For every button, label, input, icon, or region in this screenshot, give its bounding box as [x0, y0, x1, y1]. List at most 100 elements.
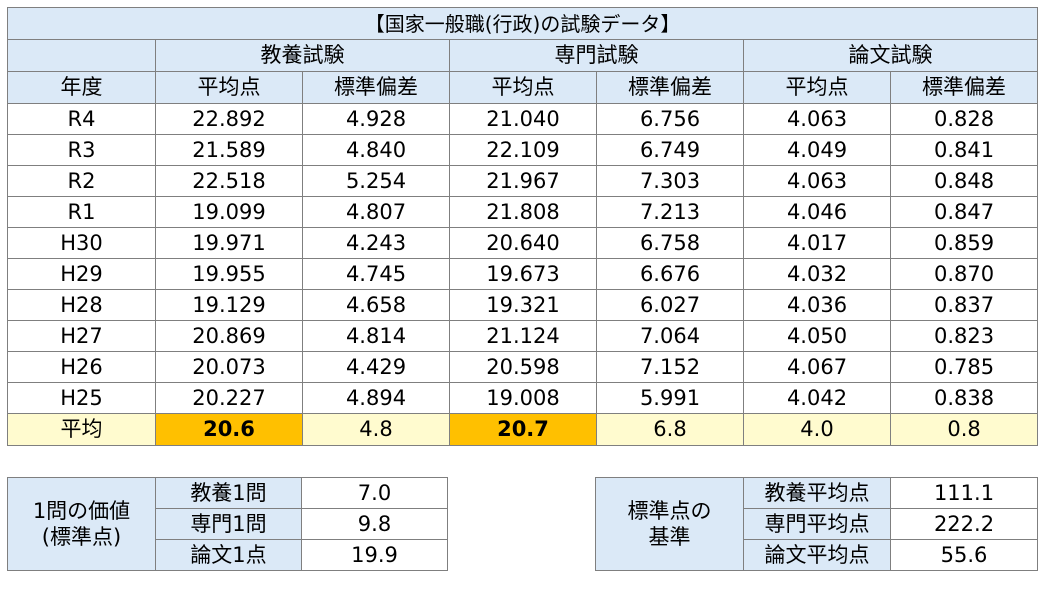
- value-cell: 21.040: [449, 103, 597, 135]
- question-value-row-label: 専門1問: [155, 508, 302, 540]
- standard-score-basis-table: 標準点の 基準 教養平均点 111.1 専門平均点 222.2 論文平均点 55…: [595, 477, 1038, 571]
- average-label: 平均: [7, 413, 156, 446]
- question-value-label-line1: 1問の価値: [32, 498, 131, 523]
- average-ronbun-sd: 0.8: [889, 413, 1039, 446]
- value-cell: 0.847: [889, 196, 1039, 228]
- value-cell: 0.838: [889, 382, 1039, 414]
- value-cell: 20.869: [155, 320, 303, 352]
- value-cell: 4.243: [302, 227, 450, 259]
- value-cell: 20.598: [449, 351, 597, 383]
- value-cell: 6.749: [596, 134, 744, 166]
- question-value-row-label: 教養1問: [155, 477, 302, 509]
- value-cell: 0.828: [889, 103, 1039, 135]
- value-cell: 4.032: [743, 258, 891, 290]
- standard-basis-row-value: 111.1: [890, 477, 1038, 509]
- value-cell: 19.971: [155, 227, 303, 259]
- value-cell: 4.658: [302, 289, 450, 321]
- value-cell: 7.152: [596, 351, 744, 383]
- table-row: R2 22.518 5.254 21.967 7.303 4.063 0.848: [7, 165, 1039, 197]
- standard-basis-label: 標準点の 基準: [595, 477, 744, 571]
- group-header-kyoyo: 教養試験: [155, 39, 450, 72]
- value-cell: 4.429: [302, 351, 450, 383]
- value-cell: 4.807: [302, 196, 450, 228]
- value-cell: 0.785: [889, 351, 1039, 383]
- value-cell: 0.837: [889, 289, 1039, 321]
- value-cell: 4.050: [743, 320, 891, 352]
- value-cell: 0.848: [889, 165, 1039, 197]
- header-ronbun-sd: 標準偏差: [889, 71, 1039, 104]
- header-year: 年度: [7, 71, 156, 104]
- value-cell: 4.063: [743, 103, 891, 135]
- value-cell: 4.814: [302, 320, 450, 352]
- table-row: H25 20.227 4.894 19.008 5.991 4.042 0.838: [7, 382, 1039, 414]
- average-senmon-sd: 6.8: [596, 413, 744, 446]
- value-cell: 4.046: [743, 196, 891, 228]
- value-cell: 19.099: [155, 196, 303, 228]
- question-value-label-line2: (標準点): [41, 525, 122, 549]
- year-cell: R4: [7, 103, 156, 135]
- year-cell: H26: [7, 351, 156, 383]
- group-header-ronbun: 論文試験: [742, 39, 1039, 72]
- value-cell: 21.124: [449, 320, 597, 352]
- table-row: H27 20.869 4.814 21.124 7.064 4.050 0.823: [7, 320, 1039, 352]
- year-cell: R2: [7, 165, 156, 197]
- value-cell: 4.063: [743, 165, 891, 197]
- year-cell: H28: [7, 289, 156, 321]
- standard-basis-row-label: 教養平均点: [743, 477, 891, 509]
- value-cell: 6.758: [596, 227, 744, 259]
- question-value-row-value: 9.8: [301, 508, 448, 540]
- question-value-label: 1問の価値 (標準点): [7, 477, 156, 571]
- table-row: R1 19.099 4.807 21.808 7.213 4.046 0.847: [7, 196, 1039, 228]
- value-cell: 21.967: [449, 165, 597, 197]
- value-cell: 19.008: [449, 382, 597, 414]
- value-cell: 4.067: [743, 351, 891, 383]
- question-value-row-value: 7.0: [301, 477, 448, 509]
- year-cell: H29: [7, 258, 156, 290]
- question-value-row-value: 19.9: [301, 539, 448, 571]
- standard-basis-label-line2: 基準: [648, 525, 691, 549]
- value-cell: 22.518: [155, 165, 303, 197]
- value-cell: 22.892: [155, 103, 303, 135]
- exam-data-table: 【国家一般職(行政)の試験データ】 教養試験 専門試験 論文試験 年度 平均点 …: [6, 7, 1039, 446]
- average-row: 平均 20.6 4.8 20.7 6.8 4.0 0.8: [7, 413, 1039, 446]
- table-row: H28 19.129 4.658 19.321 6.027 4.036 0.837: [7, 289, 1039, 321]
- value-cell: 0.870: [889, 258, 1039, 290]
- value-cell: 4.840: [302, 134, 450, 166]
- table-row: R4 22.892 4.928 21.040 6.756 4.063 0.828: [7, 103, 1039, 135]
- header-senmon-mean: 平均点: [449, 71, 597, 104]
- value-cell: 0.841: [889, 134, 1039, 166]
- year-cell: H25: [7, 382, 156, 414]
- header-kyoyo-sd: 標準偏差: [302, 71, 450, 104]
- group-header-senmon: 専門試験: [449, 39, 744, 72]
- value-cell: 6.756: [596, 103, 744, 135]
- value-cell: 19.955: [155, 258, 303, 290]
- average-kyoyo-sd: 4.8: [302, 413, 450, 446]
- value-cell: 6.676: [596, 258, 744, 290]
- value-cell: 5.991: [596, 382, 744, 414]
- standard-basis-row-label: 論文平均点: [743, 539, 891, 571]
- value-cell: 4.017: [743, 227, 891, 259]
- value-cell: 7.303: [596, 165, 744, 197]
- table-row: H29 19.955 4.745 19.673 6.676 4.032 0.870: [7, 258, 1039, 290]
- table-row: H26 20.073 4.429 20.598 7.152 4.067 0.785: [7, 351, 1039, 383]
- value-cell: 0.823: [889, 320, 1039, 352]
- value-cell: 22.109: [449, 134, 597, 166]
- question-value-table: 1問の価値 (標準点) 教養1問 7.0 専門1問 9.8 論文1点 19.9: [7, 477, 448, 571]
- value-cell: 7.213: [596, 196, 744, 228]
- value-cell: 20.640: [449, 227, 597, 259]
- value-cell: 7.064: [596, 320, 744, 352]
- value-cell: 4.036: [743, 289, 891, 321]
- header-ronbun-mean: 平均点: [743, 71, 891, 104]
- value-cell: 21.808: [449, 196, 597, 228]
- value-cell: 19.321: [449, 289, 597, 321]
- value-cell: 0.859: [889, 227, 1039, 259]
- value-cell: 4.928: [302, 103, 450, 135]
- standard-basis-row-value: 222.2: [890, 508, 1038, 540]
- year-cell: H30: [7, 227, 156, 259]
- value-cell: 20.227: [155, 382, 303, 414]
- question-value-row-label: 論文1点: [155, 539, 302, 571]
- average-senmon-mean: 20.7: [449, 413, 597, 446]
- value-cell: 21.589: [155, 134, 303, 166]
- average-kyoyo-mean: 20.6: [155, 413, 303, 446]
- standard-basis-row-value: 55.6: [890, 539, 1038, 571]
